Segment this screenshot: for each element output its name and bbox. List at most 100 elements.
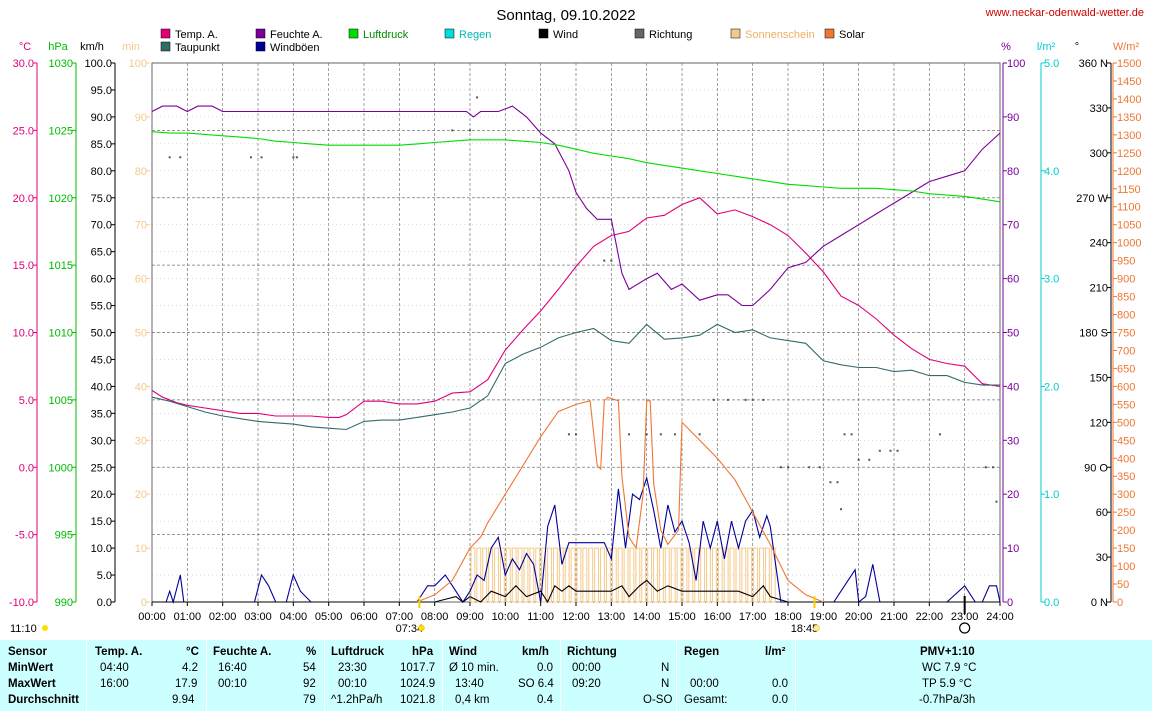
sunshine-bar bbox=[623, 547, 629, 603]
tick-label-direction-1: 330 bbox=[1090, 103, 1108, 115]
series-richtung bbox=[168, 96, 998, 511]
press-min-time: 23:30 bbox=[338, 662, 367, 674]
tick-label-wind-6: 70.0 bbox=[91, 220, 112, 232]
tick-label-rain-1: 4.0 bbox=[1044, 166, 1059, 178]
series-temp-a- bbox=[151, 197, 1001, 418]
tick-label-temp-0: 30.0 bbox=[13, 58, 34, 70]
tick-label-direction-5: 210 bbox=[1090, 283, 1108, 295]
direction-point bbox=[850, 433, 853, 436]
tick-label-temp-7: -5.0 bbox=[15, 530, 34, 542]
sunshine-bar bbox=[488, 547, 494, 603]
x-tick-label-20: 20:00 bbox=[845, 611, 873, 623]
sunshine-bar bbox=[617, 547, 623, 603]
tick-label-wind-1: 95.0 bbox=[91, 85, 112, 97]
sunshine-bar bbox=[764, 547, 770, 603]
tick-label-temp-2: 20.0 bbox=[13, 193, 34, 205]
series-layer bbox=[151, 96, 1001, 604]
pmv-windchill: WC 7.9 °C bbox=[922, 662, 977, 674]
temp-min-time: 04:40 bbox=[100, 662, 129, 674]
sunshine-bar bbox=[600, 547, 605, 603]
sunshine-bar bbox=[547, 547, 552, 603]
tick-label-direction-7: 150 bbox=[1090, 372, 1108, 384]
x-tick-label-16: 16:00 bbox=[704, 611, 732, 623]
sunshine-bar bbox=[653, 547, 658, 603]
series-solar bbox=[416, 396, 824, 603]
series-feuchte-a- bbox=[151, 105, 1001, 307]
unit-solar: W/m² bbox=[1113, 41, 1140, 53]
tick-label-humidity-9: 10 bbox=[1007, 543, 1019, 555]
row-avg-label: Durchschnitt bbox=[8, 694, 79, 706]
tick-label-humidity-5: 50 bbox=[1007, 328, 1019, 340]
tick-label-solar-6: 1200 bbox=[1117, 166, 1141, 178]
legend-label-0: Temp. A. bbox=[175, 29, 218, 41]
unit-rain: l/m² bbox=[1037, 41, 1056, 53]
direction-point bbox=[575, 433, 577, 436]
tick-label-humidity-4: 60 bbox=[1007, 274, 1019, 286]
sunshine-bar bbox=[611, 547, 617, 603]
tick-label-pressure-0: 1030 bbox=[49, 58, 73, 70]
tick-label-solar-9: 1050 bbox=[1117, 220, 1141, 232]
tick-label-solar-14: 800 bbox=[1117, 310, 1135, 322]
tick-label-wind-7: 65.0 bbox=[91, 247, 112, 259]
sunshine-bar bbox=[605, 547, 611, 603]
direction-point bbox=[995, 500, 998, 503]
tick-label-pressure-3: 1015 bbox=[49, 260, 73, 272]
wind-avg: 0.4 bbox=[537, 694, 553, 706]
direction-point bbox=[751, 398, 754, 401]
sunshine-bar bbox=[647, 547, 653, 603]
hdr-rain: Regen bbox=[684, 646, 720, 658]
legend-swatch-0 bbox=[160, 28, 171, 39]
tick-label-sunshine-3: 70 bbox=[135, 220, 147, 232]
x-tick-label-22: 22:00 bbox=[916, 611, 944, 623]
direction-point bbox=[469, 129, 471, 132]
tick-label-direction-3: 270 W bbox=[1076, 193, 1108, 205]
x-tick-label-8: 08:00 bbox=[421, 611, 449, 623]
hum-max: 92 bbox=[303, 678, 316, 690]
legend-label-3: Windböen bbox=[270, 42, 320, 54]
daylength-sun-icon bbox=[42, 625, 48, 631]
sunshine-bar bbox=[635, 547, 641, 603]
x-tick-label-21: 21:00 bbox=[880, 611, 908, 623]
source-link[interactable]: www.neckar-odenwald-wetter.de bbox=[985, 7, 1144, 19]
legend-swatch-7 bbox=[634, 28, 645, 39]
series-wind bbox=[152, 579, 1000, 604]
hdr-sensor: Sensor bbox=[8, 646, 47, 658]
temp-max-time: 16:00 bbox=[100, 678, 129, 690]
x-axis: 00:00 01:00 02:00 03:00 04:00 05:00 06:00 07:00… bbox=[138, 602, 1014, 623]
legend-label-6: Wind bbox=[553, 29, 578, 41]
tick-label-solar-2: 1400 bbox=[1117, 94, 1141, 106]
direction-point bbox=[836, 481, 839, 484]
temp-avg: 9.94 bbox=[172, 694, 195, 706]
hum-avg: 79 bbox=[303, 694, 316, 706]
direction-point bbox=[868, 458, 871, 461]
legend-label-2: Feuchte A. bbox=[270, 29, 323, 41]
legend-swatch-2 bbox=[255, 28, 266, 39]
wind-distance: 0,4 km bbox=[455, 694, 490, 706]
direction-point bbox=[603, 259, 606, 262]
wind-min: 0.0 bbox=[537, 662, 553, 674]
legend-swatch-5 bbox=[444, 28, 455, 39]
hdr-temp: Temp. A. bbox=[95, 646, 143, 658]
tick-label-rain-3: 2.0 bbox=[1044, 381, 1059, 393]
tick-label-rain-5: 0.0 bbox=[1044, 597, 1059, 609]
rain-total: 0.0 bbox=[772, 694, 788, 706]
tick-label-wind-19: 5.0 bbox=[97, 570, 112, 582]
legend-label-5: Regen bbox=[459, 29, 491, 41]
tick-label-wind-18: 10.0 bbox=[91, 543, 112, 555]
x-tick-label-0: 00:00 bbox=[138, 611, 166, 623]
tick-label-solar-23: 350 bbox=[1117, 471, 1135, 483]
direction-point bbox=[984, 466, 987, 469]
dir-min: N bbox=[661, 662, 670, 674]
legend-label-9: Solar bbox=[839, 29, 865, 41]
tick-label-pressure-6: 1000 bbox=[49, 462, 73, 474]
series-luftdruck bbox=[151, 131, 1001, 203]
press-max-time: 00:10 bbox=[338, 678, 367, 690]
legend-swatch-3 bbox=[255, 41, 266, 52]
tick-label-solar-5: 1250 bbox=[1117, 148, 1141, 160]
tick-label-humidity-1: 90 bbox=[1007, 112, 1019, 124]
tick-label-wind-13: 35.0 bbox=[91, 408, 112, 420]
tick-label-wind-2: 90.0 bbox=[91, 112, 112, 124]
hdr-temp-unit: °C bbox=[186, 646, 199, 658]
hum-min-time: 16:40 bbox=[218, 662, 247, 674]
direction-point bbox=[787, 466, 789, 469]
